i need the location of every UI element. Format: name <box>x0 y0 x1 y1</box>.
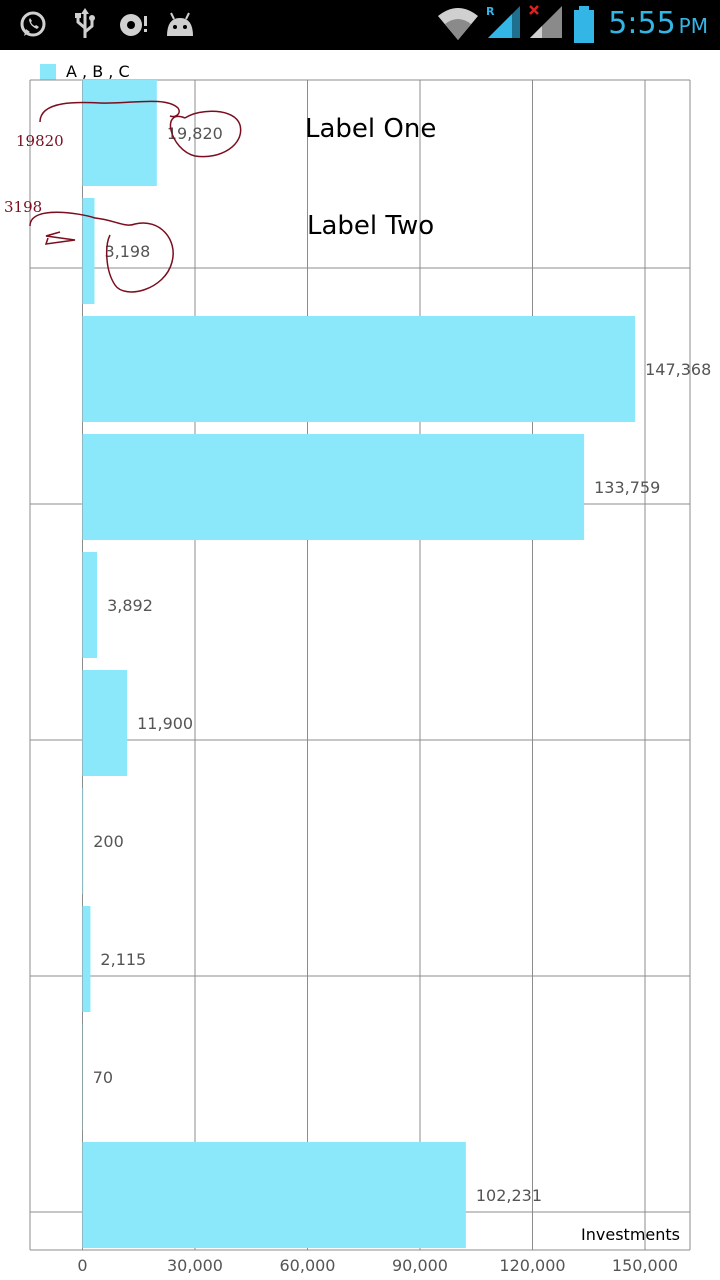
value-label-6: 11,900 <box>137 714 193 733</box>
bar-3 <box>82 316 636 422</box>
android-icon <box>167 12 193 36</box>
annotation-scribble-1 <box>39 100 242 158</box>
legend-swatch <box>40 64 56 80</box>
clock: 5:55 PM <box>608 6 708 41</box>
value-label-7: 200 <box>93 832 124 851</box>
roaming-badge: R <box>486 5 495 18</box>
wifi-icon <box>438 8 478 40</box>
value-label-5: 3,892 <box>107 596 153 615</box>
clock-ampm: PM <box>678 14 708 38</box>
x-axis-description: Investments <box>581 1225 680 1244</box>
signal-roaming-icon: R <box>486 5 520 38</box>
bar-7 <box>82 788 84 894</box>
bar-2 <box>82 198 95 304</box>
bar-6 <box>82 670 128 776</box>
annotation-value-1: 19820 <box>16 132 64 150</box>
battery-icon <box>574 6 594 43</box>
x-tick-label: 150,000 <box>612 1256 678 1275</box>
signal-no-sim-icon <box>529 5 562 38</box>
x-tick-label: 120,000 <box>499 1256 565 1275</box>
x-tick-layer: 0 30,000 60,000 90,000 120,000 150,000 <box>77 1256 678 1275</box>
handwritten-annotations: 19820 3198 <box>4 100 242 293</box>
bar-layer <box>82 80 636 1248</box>
whatsapp-icon <box>20 11 46 37</box>
legend-label: A , B , C <box>66 62 130 81</box>
x-tick-label: 30,000 <box>167 1256 223 1275</box>
annotation-value-2: 3198 <box>4 198 42 216</box>
sync-icon <box>120 14 147 36</box>
usb-icon <box>75 8 95 38</box>
status-bar: R 5:55 PM <box>0 0 720 50</box>
value-label-1: 19,820 <box>167 124 223 143</box>
bar-10 <box>82 1142 466 1248</box>
bar-5 <box>82 552 98 658</box>
x-tick-label: 90,000 <box>392 1256 448 1275</box>
clock-time: 5:55 <box>608 6 676 41</box>
value-label-8: 2,115 <box>100 950 146 969</box>
label-two: Label Two <box>307 211 434 241</box>
bar-4 <box>82 434 585 540</box>
value-label-4: 133,759 <box>594 478 660 497</box>
value-label-9: 70 <box>93 1068 113 1087</box>
bar-8 <box>82 906 91 1012</box>
bar-1 <box>82 80 157 186</box>
x-tick-label: 60,000 <box>280 1256 336 1275</box>
label-one: Label One <box>305 114 436 144</box>
value-label-10: 102,231 <box>476 1186 542 1205</box>
value-label-layer: 19,820 3,198 147,368 133,759 3,892 11,900 200 2… <box>93 124 712 1205</box>
value-label-2: 3,198 <box>104 242 150 261</box>
x-tick-label: 0 <box>77 1256 87 1275</box>
annotation-scribble-2 <box>29 211 174 293</box>
value-label-3: 147,368 <box>645 360 711 379</box>
